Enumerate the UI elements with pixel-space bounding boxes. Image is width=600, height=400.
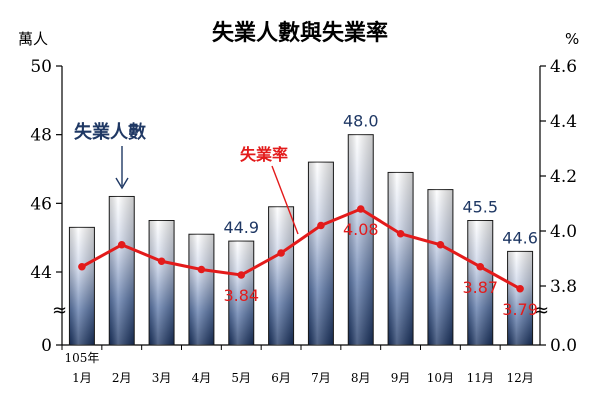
bar-shade — [467, 220, 493, 345]
right-tick-label: 4.0 — [550, 222, 577, 242]
x-tick-label: 2月 — [112, 371, 132, 385]
rate-point-6 — [277, 249, 285, 257]
legend-rate-pointer — [271, 165, 299, 235]
bar-shade — [268, 206, 294, 345]
x-tick-label: 5月 — [231, 371, 251, 385]
left-tick-label: 0 — [41, 336, 52, 356]
legend-unemployed-count: 失業人數 — [74, 121, 146, 143]
bar-shade — [188, 234, 214, 345]
x-tick-label: 4月 — [192, 371, 212, 385]
bar-10 — [427, 189, 454, 346]
x-tick-label: 6月 — [271, 371, 291, 385]
bar-data-label: 44.6 — [502, 228, 538, 247]
right-axis-break-mark: ≈ — [534, 300, 549, 321]
rate-data-label: 4.08 — [343, 220, 379, 239]
rate-point-5 — [237, 271, 246, 279]
rate-point-1 — [78, 262, 86, 271]
chart-title: 失業人數與失業率 — [212, 20, 388, 46]
right-axis-ticks: 0.0 3.8 4.0 4.2 4.4 4.6 — [540, 57, 577, 356]
bar-data-label: 44.9 — [223, 218, 259, 237]
bar-3 — [148, 220, 175, 346]
rate-data-label: 3.79 — [502, 300, 538, 319]
bar-shade — [149, 220, 175, 345]
bar-shade — [69, 227, 95, 345]
rate-line — [81, 207, 521, 291]
left-tick-label: 46 — [30, 194, 52, 214]
rate-point-7 — [317, 221, 325, 230]
bar-6 — [268, 206, 295, 346]
bar-data-label: 45.5 — [462, 198, 498, 217]
rate-data-label: 3.84 — [223, 286, 259, 305]
left-tick-label: 48 — [30, 126, 52, 146]
bar-2 — [108, 195, 135, 346]
right-tick-label: 4.4 — [550, 112, 577, 132]
x-tick-label: 7月 — [311, 371, 331, 385]
bar-9 — [387, 171, 414, 346]
rate-point-12 — [516, 284, 524, 293]
x-tick-label: 1月 — [72, 371, 92, 385]
left-axis-break-mark: ≈ — [52, 300, 67, 321]
rate-series — [78, 205, 524, 293]
rate-point-10 — [436, 240, 445, 249]
bar-shade — [228, 241, 254, 345]
bar-shade — [348, 134, 374, 345]
right-tick-label: 4.2 — [550, 167, 577, 187]
right-axis-unit: % — [565, 30, 579, 48]
bar-shade — [109, 196, 135, 345]
left-tick-label: 44 — [30, 263, 52, 283]
bar-7 — [307, 161, 334, 346]
x-tick-label: 11月 — [467, 371, 494, 385]
bar-shade — [388, 172, 414, 345]
left-tick-label: 50 — [30, 57, 52, 77]
legend-unemployment-rate: 失業率 — [240, 145, 288, 164]
right-tick-label: 4.6 — [550, 57, 577, 77]
x-tick-label: 9月 — [391, 371, 411, 385]
bar-shade — [507, 251, 533, 345]
bar-data-label: 48.0 — [343, 112, 379, 131]
left-axis-unit: 萬人 — [18, 30, 48, 48]
right-tick-label: 3.8 — [550, 277, 577, 297]
rate-point-2 — [117, 240, 126, 249]
rate-point-9 — [396, 229, 405, 238]
data-labels: 44.9 48.0 45.544.6 3.84 4.08 3.873.79 — [223, 112, 537, 319]
bar-shade — [427, 189, 453, 345]
rate-point-3 — [157, 257, 166, 266]
x-tick-label: 10月 — [427, 371, 454, 385]
bar-5 — [228, 240, 255, 346]
left-axis-ticks: 0 44 46 48 50 — [30, 57, 62, 356]
bar-1 — [68, 226, 95, 346]
bar-8 — [347, 134, 374, 346]
x-tick-label: 12月 — [506, 371, 533, 385]
bar-11 — [467, 220, 494, 346]
x-axis-ticks: 1月 2月 3月 4月 5月 6月 7月 8月 9月 10月 11月 12月 105年 — [61, 345, 534, 385]
right-tick-label: 0.0 — [550, 336, 577, 356]
bar-series — [68, 134, 534, 346]
rate-point-4 — [197, 265, 206, 274]
legend-unemployed-arrowhead — [115, 177, 129, 190]
rate-point-8 — [356, 205, 365, 213]
rate-point-11 — [476, 262, 485, 271]
bar-shade — [308, 162, 334, 345]
rate-data-label: 3.87 — [462, 278, 498, 297]
x-tick-label: 8月 — [351, 371, 371, 385]
bar-12 — [507, 250, 534, 346]
year-label: 105年 — [64, 351, 99, 365]
x-tick-label: 3月 — [152, 371, 172, 385]
bar-4 — [188, 233, 215, 346]
